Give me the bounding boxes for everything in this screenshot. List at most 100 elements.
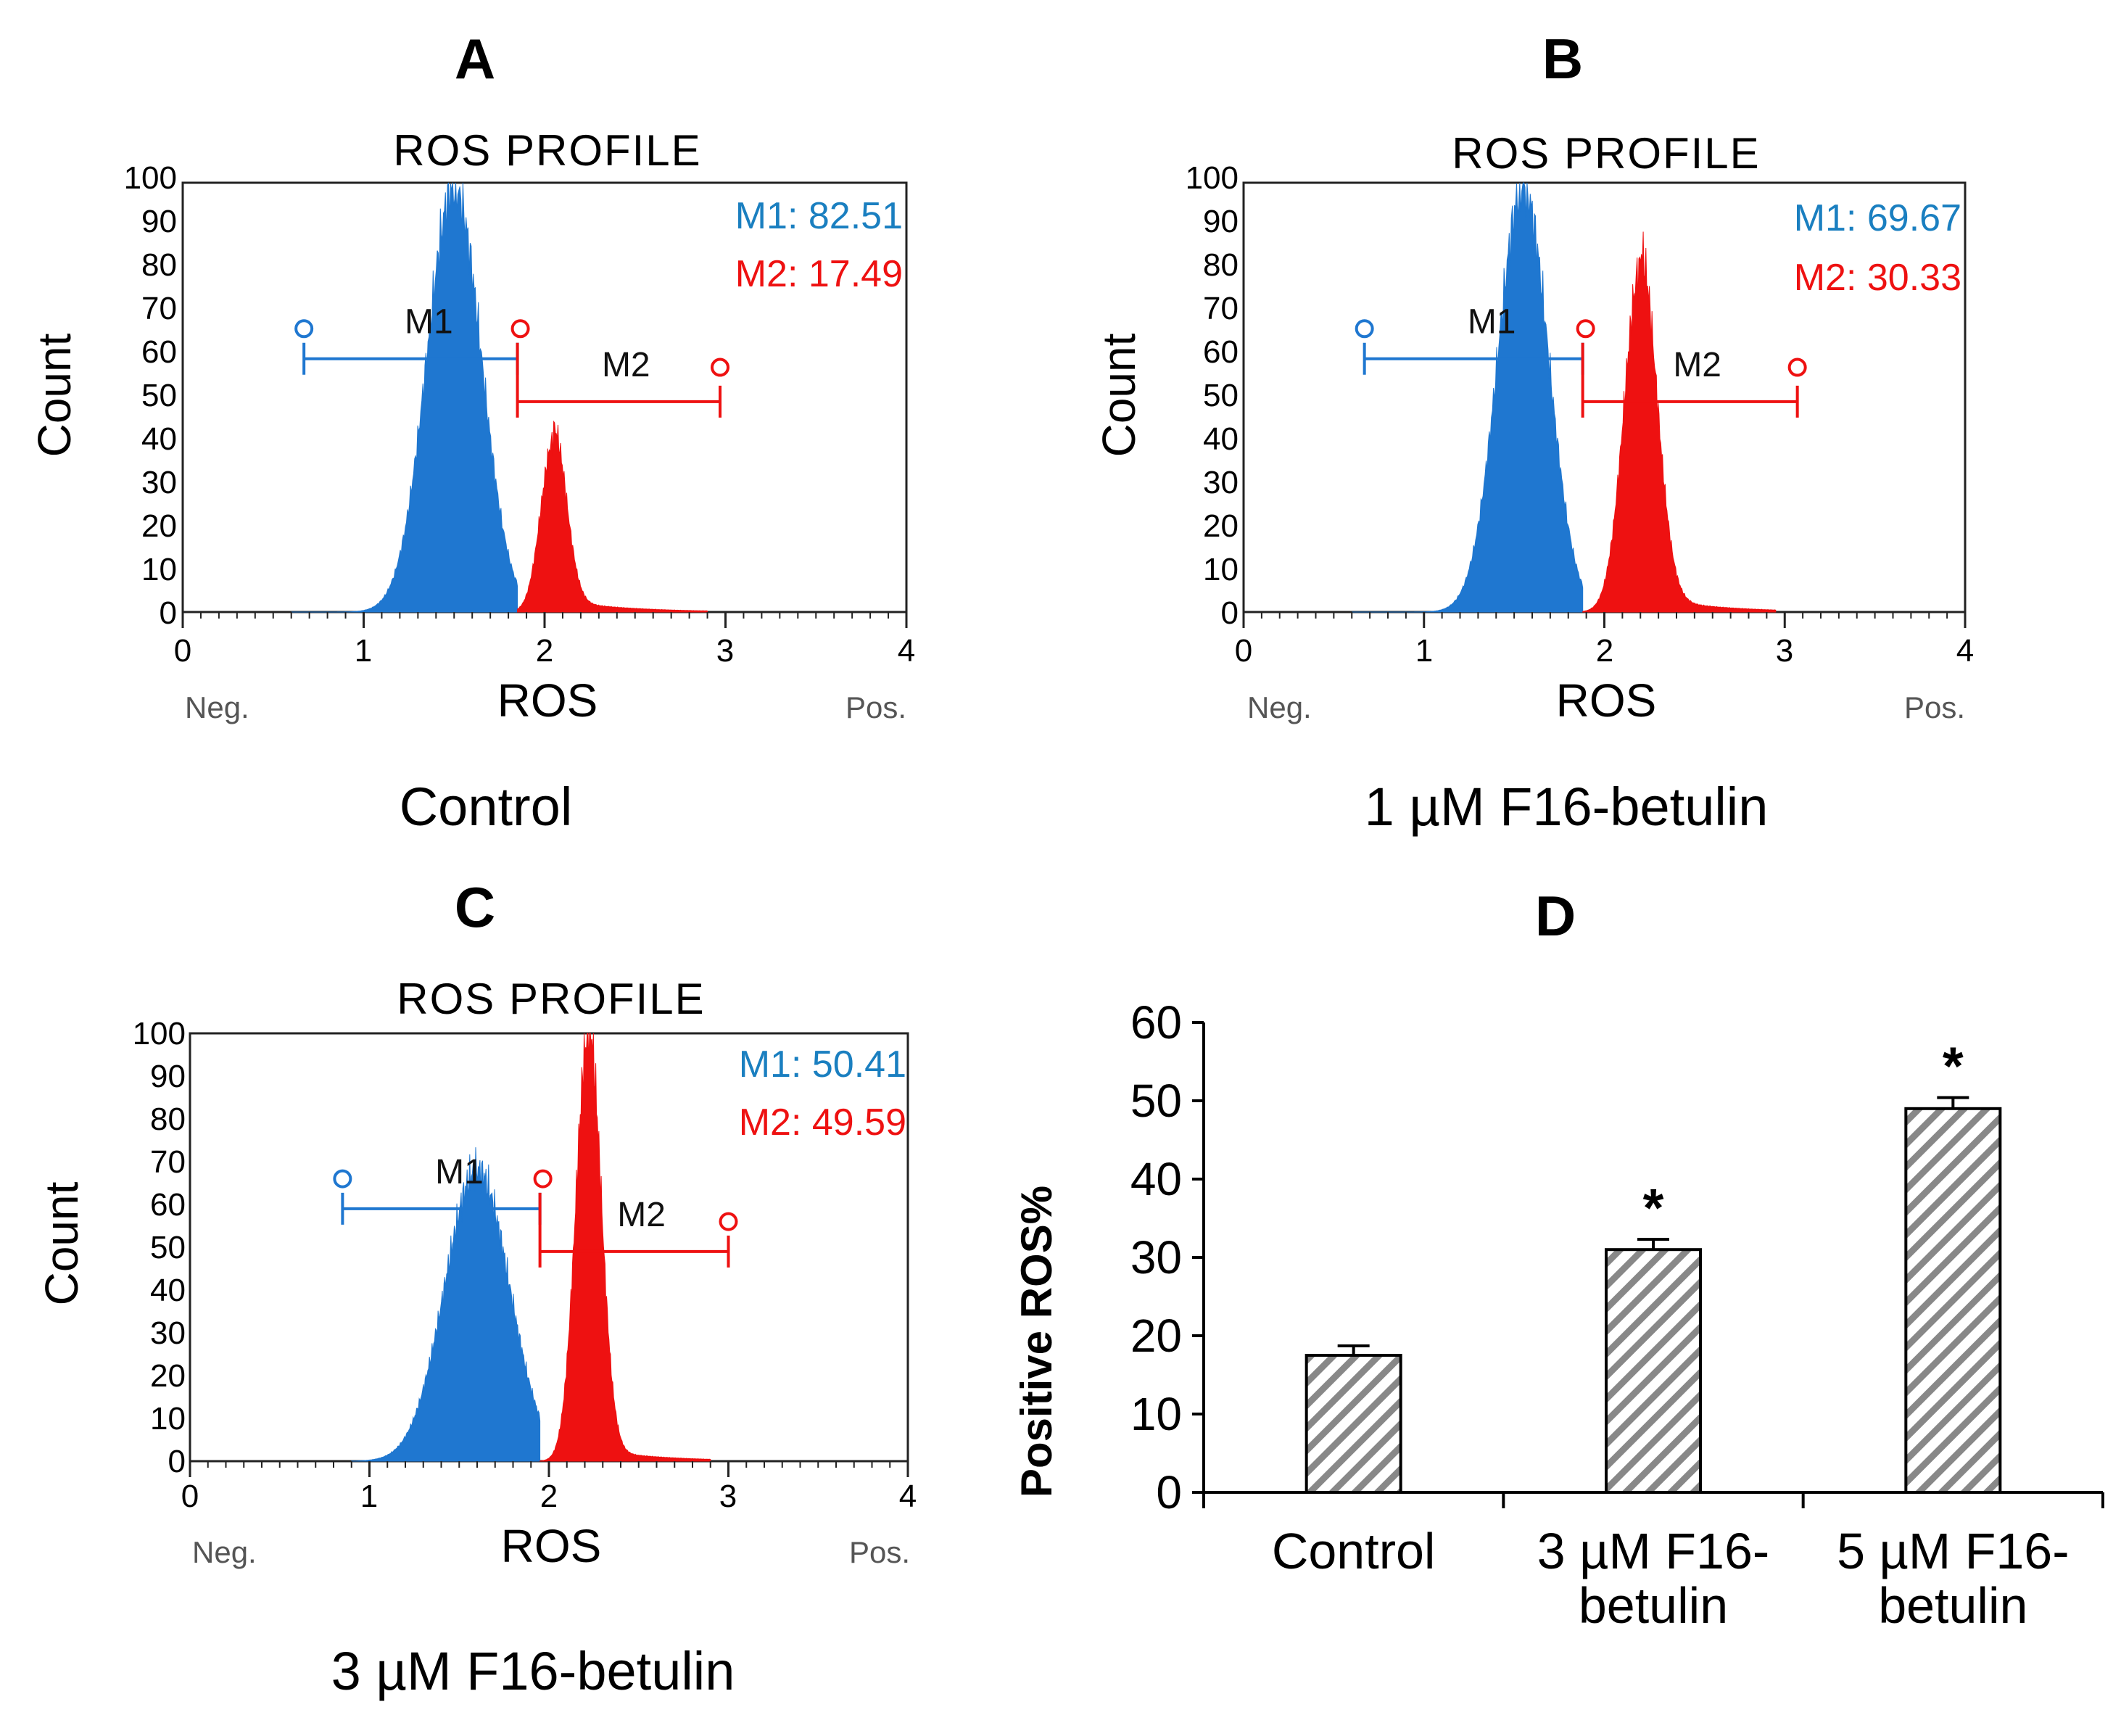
m1-percentage: M1: 69.67 <box>1794 197 1961 239</box>
y-axis-label: Count <box>28 333 80 457</box>
panel-letter: B <box>1542 27 1583 91</box>
m2-population-histogram <box>1582 231 1777 613</box>
x-tick-label: 2 <box>536 633 553 669</box>
x-tick-label: 4 <box>899 1479 917 1514</box>
y-tick-label: 20 <box>1130 1310 1182 1362</box>
m1-population-histogram <box>351 1147 541 1462</box>
x-category-label: 5 µM F16- <box>1837 1523 2069 1579</box>
y-tick-label: 70 <box>1203 291 1239 326</box>
y-tick-label: 100 <box>124 160 177 196</box>
x-tick-label: 4 <box>898 633 915 669</box>
panel-caption: 3 µM F16-betulin <box>331 1641 735 1701</box>
y-tick-label: 0 <box>1221 595 1239 631</box>
negative-label: Neg. <box>192 1535 257 1569</box>
m2-gate-left-handle <box>1576 319 1595 339</box>
y-tick-label: 50 <box>1203 378 1239 413</box>
y-tick-label: 70 <box>150 1144 186 1180</box>
y-tick-label: 30 <box>1203 465 1239 500</box>
significance-marker: * <box>1643 1178 1664 1238</box>
y-tick-label: 80 <box>1203 247 1239 283</box>
x-tick-label: 3 <box>1776 633 1793 669</box>
m2-gate-right-handle <box>1787 357 1807 377</box>
y-tick-label: 60 <box>150 1187 186 1223</box>
m2-population-histogram <box>539 1033 711 1462</box>
m1-gate-label: M1 <box>1468 303 1516 342</box>
y-tick-label: 20 <box>1203 508 1239 544</box>
y-axis-label: Positive ROS% <box>1012 1186 1061 1497</box>
panel-caption: 1 µM F16-betulin <box>1365 777 1769 837</box>
y-tick-label: 90 <box>141 204 177 239</box>
m2-gate-right-handle <box>711 357 730 377</box>
m1-gate-handle <box>333 1169 352 1189</box>
x-category-label: betulin <box>1878 1577 2027 1634</box>
x-axis-label: ROS <box>501 1520 602 1572</box>
m2-gate-right-handle <box>719 1212 738 1231</box>
x-category-label: 3 µM F16- <box>1537 1523 1769 1579</box>
x-tick-label: 4 <box>1956 633 1974 669</box>
histogram-plot: M1 M2 M1: 69.67 M2: 30.33 <box>1242 181 1967 628</box>
y-tick-label: 50 <box>141 378 177 413</box>
y-tick-label: 10 <box>150 1401 186 1437</box>
x-tick-label: 2 <box>1596 633 1613 669</box>
plot-frame <box>189 1032 909 1463</box>
y-tick-label: 40 <box>1203 421 1239 457</box>
panel-letter: C <box>455 875 495 939</box>
m1-gate-handle <box>1355 319 1374 339</box>
plot-title: ROS PROFILE <box>1452 129 1760 178</box>
m1-gate-label: M1 <box>435 1153 484 1191</box>
histogram-plot: M1 M2 M1: 82.51 M2: 17.49 <box>181 181 908 628</box>
x-category-label: Control <box>1272 1523 1436 1579</box>
x-tick-label: 2 <box>540 1479 558 1514</box>
m2-percentage: M2: 30.33 <box>1794 257 1961 299</box>
x-tick-label: 1 <box>355 633 372 669</box>
histogram-panel-b: B ROS PROFILE Count 0 10 20 30 40 50 60 … <box>1093 27 1974 837</box>
y-tick-label: 20 <box>141 508 177 544</box>
plot-title: ROS PROFILE <box>393 126 701 175</box>
x-tick-labels: 0 1 2 3 4 <box>181 1479 917 1514</box>
m2-population-histogram <box>517 420 708 613</box>
y-tick-label: 60 <box>1130 996 1182 1049</box>
significance-marker: * <box>1943 1036 1964 1096</box>
y-tick-label: 10 <box>1203 552 1239 587</box>
y-tick-labels: 0 10 20 30 40 50 60 70 80 90 100 <box>1186 160 1239 631</box>
x-tick-label: 0 <box>1235 633 1252 669</box>
x-tick-label: 3 <box>719 1479 737 1514</box>
x-axis-label: ROS <box>1556 674 1657 727</box>
x-category-label: betulin <box>1579 1577 1728 1634</box>
y-tick-label: 100 <box>133 1016 186 1051</box>
y-tick-label: 30 <box>1130 1231 1182 1284</box>
y-tick-label: 40 <box>1130 1153 1182 1205</box>
panel-letter: D <box>1535 884 1576 948</box>
histogram-panel-a: A ROS PROFILE Count 0 10 20 30 40 50 60 … <box>28 27 915 837</box>
bar <box>1305 1354 1402 1494</box>
y-tick-label: 50 <box>150 1230 186 1265</box>
histogram-plot: M1 M2 M1: 50.41 M2: 49.59 <box>189 1032 909 1477</box>
x-tick-labels: 0 1 2 3 4 <box>1235 633 1974 669</box>
m1-percentage: M1: 50.41 <box>739 1043 906 1086</box>
plot-frame <box>1242 181 1967 613</box>
y-tick-label: 10 <box>1130 1388 1182 1440</box>
y-tick-label: 80 <box>150 1101 186 1137</box>
m2-percentage: M2: 49.59 <box>739 1101 906 1144</box>
y-tick-label: 30 <box>150 1315 186 1351</box>
y-tick-labels: 0 10 20 30 40 50 60 70 80 90 100 <box>133 1016 186 1479</box>
y-tick-label: 0 <box>160 595 177 631</box>
m1-percentage: M1: 82.51 <box>735 195 903 237</box>
bar <box>1605 1248 1702 1494</box>
y-tick-label: 70 <box>141 291 177 326</box>
m2-gate-label: M2 <box>617 1196 666 1234</box>
m1-population-histogram <box>291 182 518 613</box>
y-tick-label: 0 <box>1156 1466 1182 1518</box>
m1-population-histogram <box>1352 182 1584 613</box>
plot-title: ROS PROFILE <box>397 975 705 1023</box>
m1-gate-label: M1 <box>405 303 453 342</box>
y-tick-label: 60 <box>1203 334 1239 370</box>
y-tick-label: 10 <box>141 552 177 587</box>
m2-gate-left-handle <box>510 319 530 339</box>
x-tick-label: 1 <box>1415 633 1433 669</box>
m1-gate-handle <box>294 319 314 339</box>
positive-label: Pos. <box>849 1535 910 1569</box>
y-tick-label: 100 <box>1186 160 1239 196</box>
